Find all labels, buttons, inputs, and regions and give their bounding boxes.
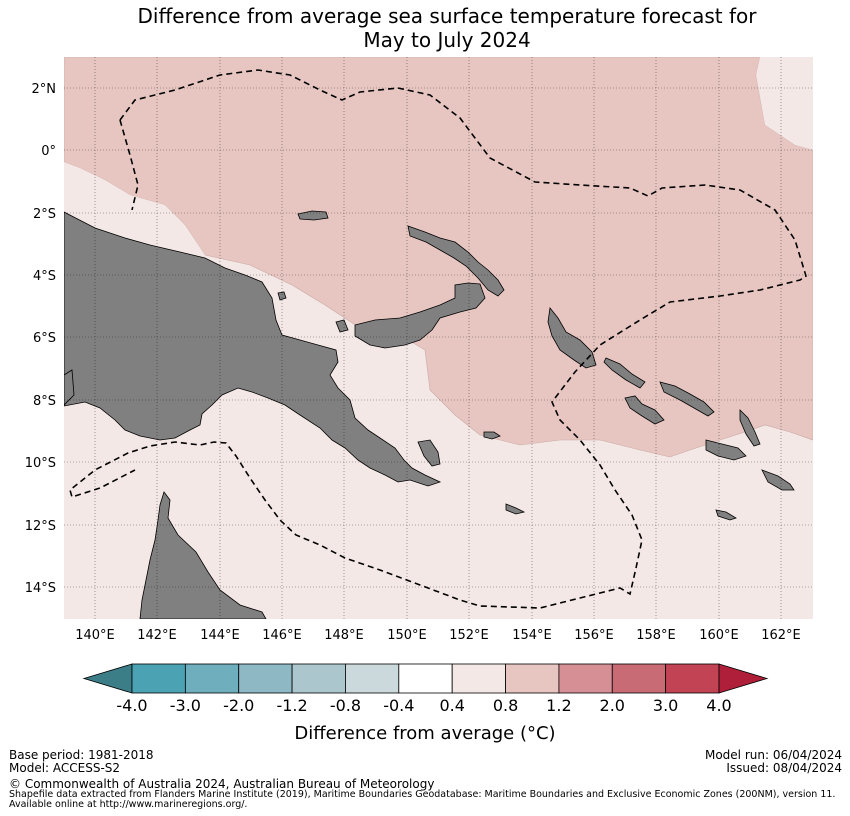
land-south-coast [64, 369, 75, 406]
land-umboi [335, 319, 349, 333]
lon-label: 148°E [324, 628, 364, 643]
lon-label: 152°E [449, 628, 489, 643]
colorbar: -4.0 -3.0 -2.0 -1.2 -0.8 -0.4 0.4 0.8 1.2 2.0 3.0 4… [82, 663, 769, 744]
colorbar-tick-label: -1.2 [276, 696, 307, 715]
colorbar-bin [345, 663, 400, 694]
title-line-1: Difference from average sea surface temp… [137, 4, 757, 28]
colorbar-tick-label: -4.0 [116, 696, 147, 715]
lon-label: 160°E [699, 628, 739, 643]
lon-label: 158°E [636, 628, 676, 643]
colorbar-tick-label: 0.8 [493, 696, 518, 715]
lon-label: 156°E [574, 628, 614, 643]
land-karkar [277, 291, 287, 301]
lat-label: 2°N [32, 82, 57, 97]
lat-label: 4°S [33, 269, 56, 284]
colorbar-tick-label: 4.0 [706, 696, 731, 715]
colorbar-tick-label: 0.4 [439, 696, 464, 715]
land-woodlark [483, 431, 501, 440]
colorbar-tick-label: 3.0 [653, 696, 678, 715]
title-line-2: May to July 2024 [363, 28, 531, 52]
land-santa-isabel [659, 381, 715, 417]
lon-label: 150°E [387, 628, 427, 643]
map-area [64, 57, 813, 619]
anomaly-region-light-ne [756, 57, 813, 150]
colorbar-bin [665, 663, 720, 694]
colorbar-tick-label: -0.8 [330, 696, 361, 715]
land-makira [761, 469, 795, 491]
land-rennell [715, 509, 737, 521]
lat-label: 12°S [25, 519, 56, 534]
land-malaita [739, 409, 761, 447]
colorbar-tick-label: -0.4 [383, 696, 414, 715]
colorbar-bin [184, 663, 240, 694]
source-line-1: Shapefile data extracted from Flanders M… [9, 789, 836, 800]
lon-label: 162°E [761, 628, 801, 643]
colorbar-bin [398, 663, 453, 694]
lat-label: 8°S [33, 394, 56, 409]
colorbar-tick-label: -2.0 [223, 696, 254, 715]
land-bougainville [547, 307, 597, 369]
latitude-labels: 2°N 0° 2°S 4°S 6°S 8°S 10°S 12°S 14°S [25, 82, 56, 596]
land-cape-york [139, 491, 267, 619]
land-new-ireland [407, 225, 505, 297]
land-rossel [505, 503, 526, 515]
colorbar-extend-high [718, 663, 769, 694]
colorbar-bin [611, 663, 667, 694]
land-guadalcanal [705, 439, 747, 461]
colorbar-bin [451, 663, 506, 694]
model-name: Model: ACCESS-S2 [9, 761, 121, 775]
eez-boundaries [69, 69, 807, 609]
colorbar-bin [131, 663, 186, 694]
lon-label: 144°E [200, 628, 240, 643]
base-period: Base period: 1981-2018 [9, 748, 154, 762]
colorbar-bin [558, 663, 613, 694]
longitude-labels: 140°E 142°E 144°E 146°E 148°E 150°E 152°… [75, 628, 801, 643]
land-choiseul [603, 357, 646, 389]
copyright: © Commonwealth of Australia 2024, Austra… [9, 777, 435, 791]
land-dentrecasteaux [417, 439, 441, 467]
lat-label: 0° [41, 144, 56, 159]
colorbar-tick-label: 2.0 [600, 696, 625, 715]
source-line-2: Available online at http://www.marinereg… [9, 799, 248, 810]
land-new-britain [354, 282, 486, 349]
chart-title: Difference from average sea surface temp… [0, 4, 850, 52]
land-new-guinea [64, 211, 442, 487]
lat-label: 10°S [25, 456, 56, 471]
colorbar-title: Difference from average (°C) [294, 723, 555, 744]
land-manus [297, 210, 329, 221]
lon-label: 146°E [262, 628, 302, 643]
issued-date: Issued: 08/04/2024 [726, 761, 842, 775]
lon-label: 142°E [137, 628, 177, 643]
colorbar-tick-label: -3.0 [170, 696, 201, 715]
colorbar-bin [238, 663, 293, 694]
graticule [64, 57, 813, 619]
land-new-georgia [624, 395, 665, 425]
colorbar-swatches [82, 663, 769, 694]
lat-label: 14°S [25, 581, 56, 596]
lon-label: 154°E [512, 628, 552, 643]
model-run: Model run: 06/04/2024 [704, 748, 842, 762]
colorbar-ticks: -4.0 -3.0 -2.0 -1.2 -0.8 -0.4 0.4 0.8 1.2 2.0 3.0 4… [116, 696, 731, 715]
lat-label: 6°S [33, 331, 56, 346]
colorbar-bin [291, 663, 346, 694]
lon-label: 140°E [75, 628, 115, 643]
colorbar-tick-label: 1.2 [546, 696, 571, 715]
lat-label: 2°S [33, 207, 56, 222]
colorbar-bin [505, 663, 560, 694]
colorbar-extend-low [82, 663, 133, 694]
